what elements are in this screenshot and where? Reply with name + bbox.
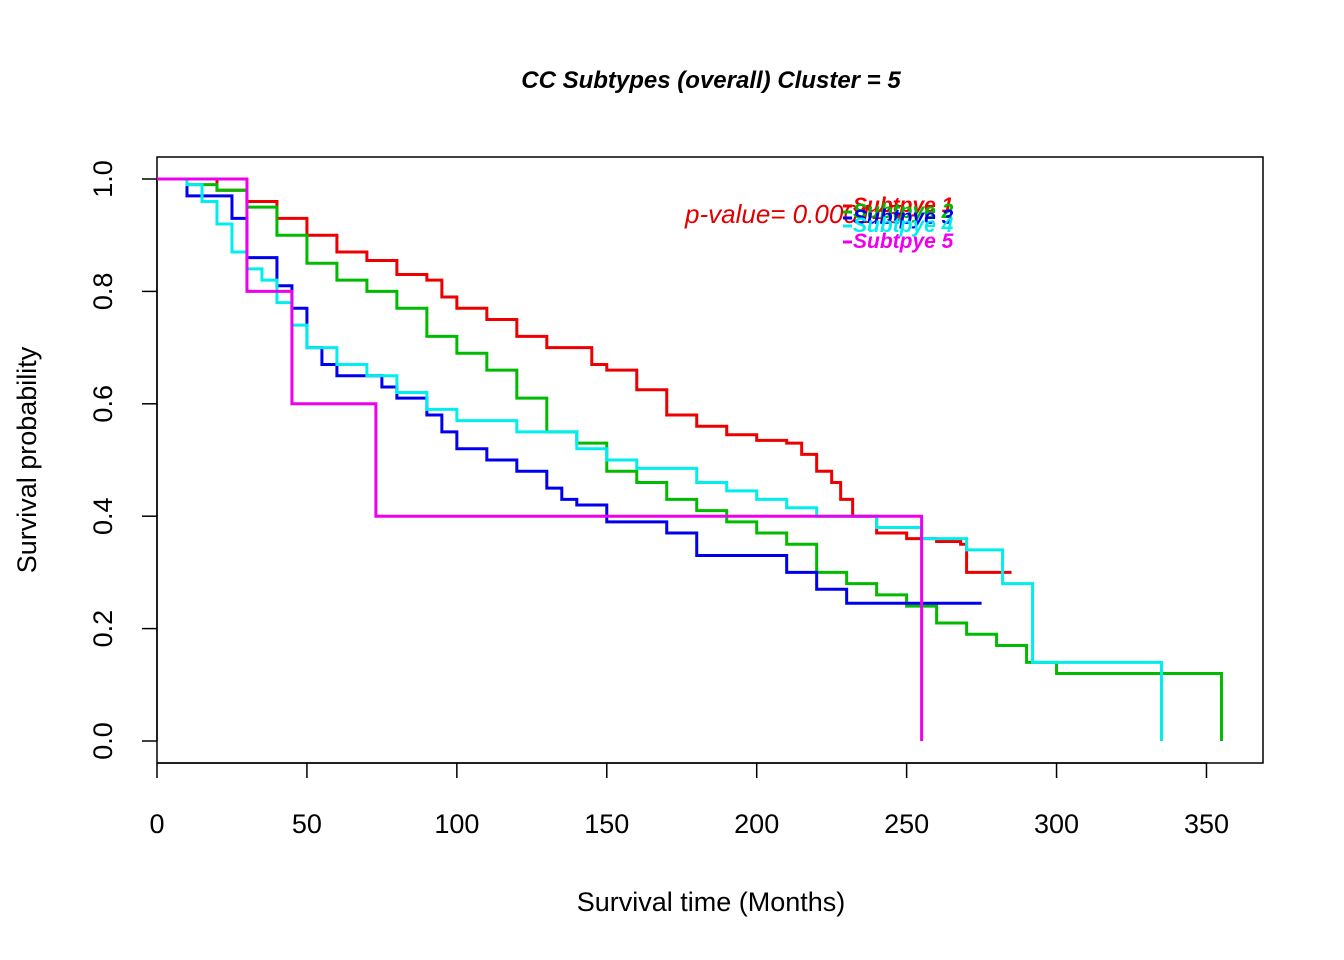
y-tick-label: 0.0 xyxy=(88,722,118,760)
x-tick-label: 50 xyxy=(292,809,322,839)
x-tick-label: 350 xyxy=(1184,809,1229,839)
x-tick-label: 300 xyxy=(1034,809,1079,839)
y-tick-label: 0.8 xyxy=(88,273,118,311)
series-line-5 xyxy=(157,177,924,741)
legend-label: Subtpye 4 xyxy=(853,214,954,237)
legend-label: Subtpye 3 xyxy=(853,206,954,229)
x-axis: 0 50 100 150 200 250 300 350 xyxy=(149,762,1229,839)
chart-title: CC Subtypes (overall) Cluster = 5 xyxy=(521,67,901,94)
legend-label: Subtpye 2 xyxy=(853,200,954,223)
x-tick-label: 200 xyxy=(734,809,779,839)
series-line-2 xyxy=(157,177,1223,741)
y-tick-label: 0.6 xyxy=(88,385,118,423)
legend-label: Subtpye 5 xyxy=(853,230,954,253)
y-tick-label: 0.2 xyxy=(88,610,118,648)
y-axis-label: Survival probability xyxy=(12,346,42,573)
p-value-annotation: p-value= 0.000145 xyxy=(684,199,902,229)
y-tick-label: 0.4 xyxy=(88,497,118,535)
y-axis: 0.0 0.2 0.4 0.6 0.8 1.0 xyxy=(88,160,158,760)
x-tick-label: 150 xyxy=(584,809,629,839)
series-line-3 xyxy=(157,177,982,605)
x-tick-label: 0 xyxy=(149,809,164,839)
series-layer xyxy=(157,177,1223,741)
legend-label: Subtpye 1 xyxy=(853,194,953,217)
x-tick-label: 100 xyxy=(434,809,479,839)
x-tick-label: 250 xyxy=(884,809,929,839)
y-tick-label: 1.0 xyxy=(88,160,118,198)
x-axis-label: Survival time (Months) xyxy=(577,887,846,917)
